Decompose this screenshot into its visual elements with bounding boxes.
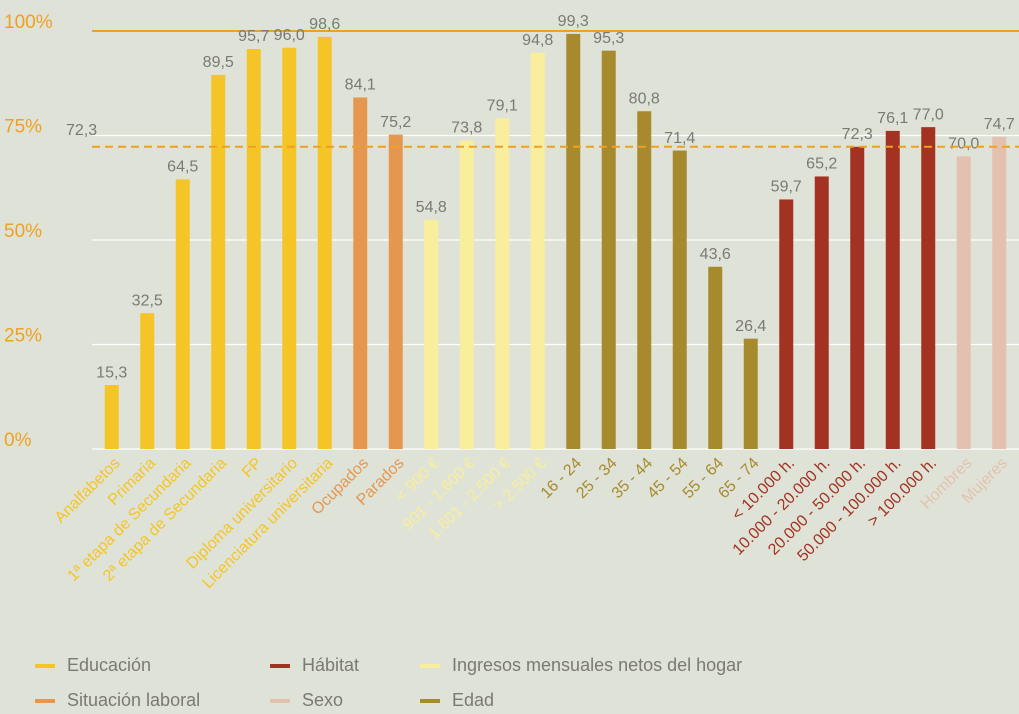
value-label: 71,4	[664, 130, 695, 147]
value-label: 89,5	[203, 54, 234, 71]
legend-label: Educación	[67, 655, 151, 675]
value-label: 15,3	[96, 364, 127, 381]
bar	[388, 134, 403, 449]
value-label: 65,2	[806, 156, 837, 173]
value-label: 98,6	[309, 16, 340, 33]
value-label: 96,0	[274, 27, 305, 44]
y-tick-label: 25%	[4, 326, 42, 347]
bar	[175, 179, 190, 449]
reference-label: 72,3	[66, 122, 97, 139]
value-label: 70,0	[948, 136, 979, 153]
value-label: 32,5	[132, 292, 163, 309]
bar	[211, 74, 226, 449]
value-label: 77,0	[913, 106, 944, 123]
bar	[885, 130, 900, 450]
value-label: 79,1	[487, 98, 518, 115]
value-label: 74,7	[984, 116, 1015, 133]
legend-label: Edad	[452, 690, 494, 710]
value-label: 59,7	[771, 179, 802, 196]
y-tick-label: 100%	[4, 12, 53, 33]
bar	[104, 385, 119, 449]
bar	[637, 111, 652, 450]
bar	[814, 176, 829, 450]
value-label: 54,8	[416, 199, 447, 216]
legend-label: Ingresos mensuales netos del hogar	[452, 655, 742, 675]
value-label: 43,6	[700, 246, 731, 263]
value-label: 75,2	[380, 114, 411, 131]
legend-label: Hábitat	[302, 655, 359, 675]
value-label: 94,8	[522, 32, 553, 49]
value-label: 76,1	[877, 110, 908, 127]
value-label: 80,8	[629, 90, 660, 107]
bar	[459, 140, 474, 450]
bar	[992, 136, 1007, 449]
bar	[530, 52, 545, 450]
value-label: 84,1	[345, 77, 376, 94]
bar	[566, 33, 581, 450]
bar	[424, 219, 439, 449]
bar	[850, 146, 865, 449]
bar	[246, 48, 261, 449]
bar	[495, 118, 510, 449]
legend-label: Sexo	[302, 690, 343, 710]
value-label: 64,5	[167, 159, 198, 176]
y-tick-label: 75%	[4, 117, 42, 138]
bar	[601, 50, 616, 450]
value-label: 26,4	[735, 318, 766, 335]
value-label: 73,8	[451, 120, 482, 137]
bar	[708, 266, 723, 449]
bar	[921, 127, 936, 449]
value-label: 95,3	[593, 30, 624, 47]
y-tick-label: 0%	[4, 430, 32, 451]
bar	[672, 150, 687, 449]
bar	[282, 47, 297, 449]
bar	[743, 338, 758, 449]
legend-label: Situación laboral	[67, 690, 200, 710]
bar	[779, 199, 794, 449]
bar	[317, 36, 332, 450]
y-tick-label: 50%	[4, 221, 42, 242]
value-label: 72,3	[842, 126, 873, 143]
value-label: 99,3	[558, 13, 589, 30]
value-label: 95,7	[238, 28, 269, 45]
x-tick-label: FP	[239, 455, 265, 481]
bar	[140, 313, 155, 449]
bar	[956, 156, 971, 449]
bar	[353, 97, 368, 449]
